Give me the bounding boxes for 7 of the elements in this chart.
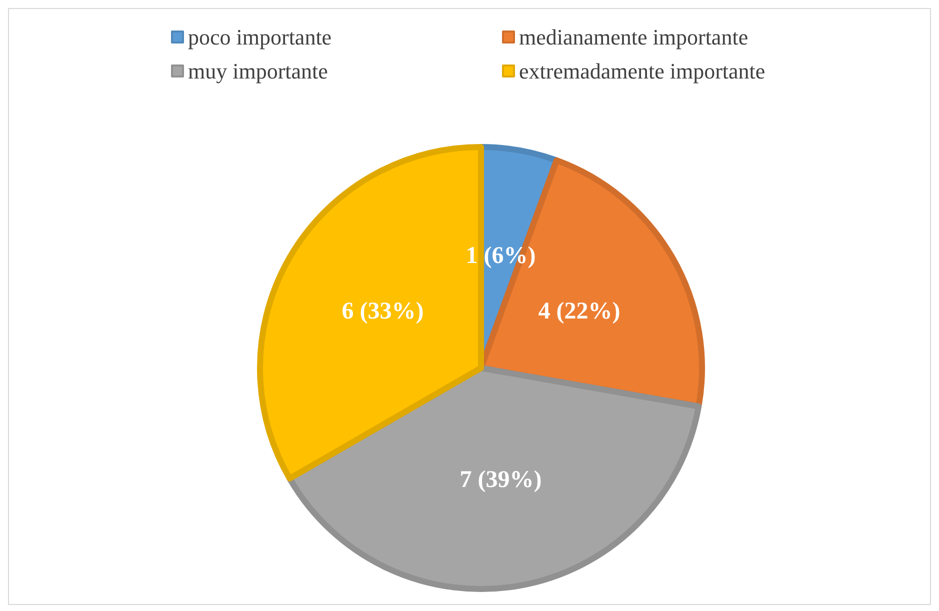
data-label: 6 (33%)	[342, 298, 424, 324]
legend-label: extremadamente importante	[519, 58, 766, 84]
data-label: 7 (39%)	[460, 466, 542, 493]
legend-label: medianamente importante	[519, 24, 748, 50]
data-label: 4 (22%)	[538, 298, 620, 324]
legend-label: muy importante	[188, 58, 328, 84]
legend-label: poco importante	[188, 24, 332, 50]
